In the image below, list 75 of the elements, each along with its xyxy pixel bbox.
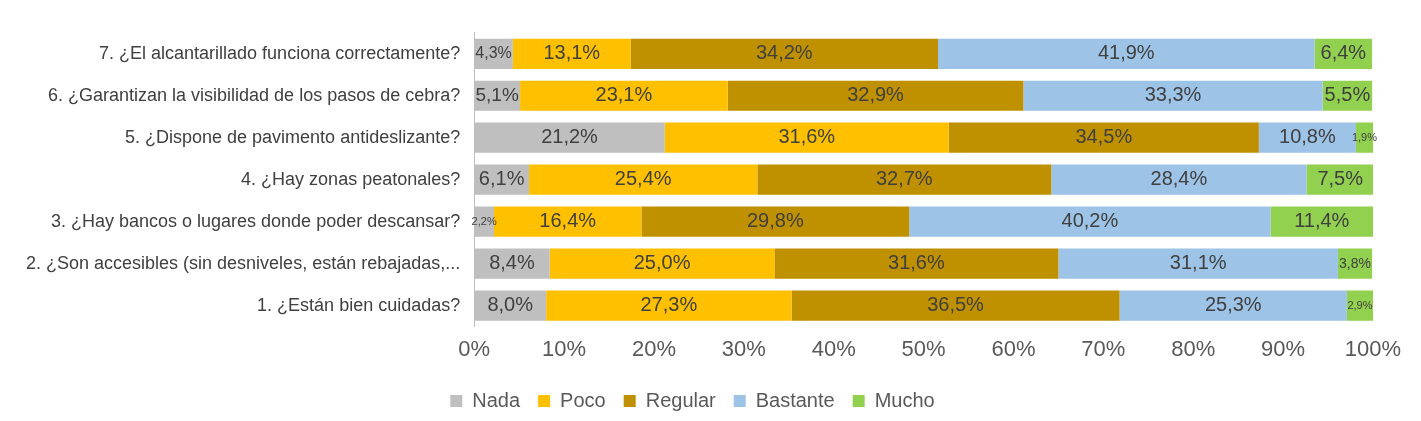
data-label: 23,1% <box>595 83 653 106</box>
bar <box>549 248 775 279</box>
legend-label: Nada <box>472 388 521 411</box>
data-label: 27,3% <box>640 293 698 316</box>
bar <box>520 80 728 111</box>
x-tick-label: 50% <box>901 335 946 361</box>
data-label: 4,3% <box>475 44 512 62</box>
data-label: 25,4% <box>614 167 672 190</box>
data-label: 7,5% <box>1317 167 1364 190</box>
x-tick-label: 70% <box>1081 335 1126 361</box>
data-label: 32,9% <box>847 83 905 106</box>
x-tick-label: 40% <box>811 335 856 361</box>
data-label: 31,6% <box>888 251 945 274</box>
data-label: 34,5% <box>1075 125 1133 148</box>
x-tick-label: 0% <box>458 335 491 361</box>
bar <box>727 80 1024 111</box>
bar <box>1023 80 1323 111</box>
data-label: 13,1% <box>543 41 601 64</box>
x-tick-label: 30% <box>721 335 766 361</box>
data-label: 25,3% <box>1204 293 1262 316</box>
bar <box>1119 290 1347 321</box>
bar <box>948 122 1259 153</box>
x-tick-label: 10% <box>542 335 587 361</box>
y-tick-label: 4. ¿Hay zonas peatonales? <box>241 168 461 189</box>
data-label: 8,0% <box>487 293 534 316</box>
y-tick-label: 1. ¿Están bien cuidadas? <box>257 294 461 315</box>
data-label: 3,8% <box>1339 254 1371 271</box>
data-label: 16,4% <box>539 209 597 232</box>
bar <box>664 122 949 153</box>
y-tick-label: 3. ¿Hay bancos o lugares donde poder descansar? <box>50 210 461 231</box>
bar <box>1058 248 1338 279</box>
legend-label: Regular <box>645 388 717 411</box>
legend-label: Mucho <box>874 388 935 411</box>
bar <box>757 164 1052 195</box>
data-label: 32,7% <box>875 167 933 190</box>
data-label: 6,4% <box>1320 41 1367 64</box>
data-label: 33,3% <box>1144 83 1202 106</box>
bar <box>791 290 1120 321</box>
data-label: 8,4% <box>489 251 535 274</box>
bar <box>938 38 1315 69</box>
bar <box>546 290 792 321</box>
bar <box>774 248 1059 279</box>
data-label: 6,1% <box>478 167 525 190</box>
bar <box>630 38 938 69</box>
data-label: 34,2% <box>755 41 813 64</box>
data-label: 10,8% <box>1279 125 1336 148</box>
x-tick-label: 90% <box>1261 335 1306 361</box>
bar <box>529 164 758 195</box>
legend-label: Poco <box>560 388 606 411</box>
data-label: 36,5% <box>927 293 985 316</box>
data-label: 21,2% <box>541 125 599 148</box>
x-tick-label: 80% <box>1171 335 1216 361</box>
x-tick-label: 60% <box>991 335 1036 361</box>
y-tick-label: 2. ¿Son accesibles (sin desniveles, están rebajadas,... <box>26 252 461 273</box>
data-label: 25,0% <box>633 251 691 274</box>
x-tick-label: 20% <box>631 335 677 361</box>
data-label: 2,9% <box>1347 298 1373 311</box>
legend-label: Bastante <box>755 388 835 411</box>
data-label: 31,1% <box>1169 251 1227 274</box>
data-label: 11,4% <box>1294 209 1350 232</box>
data-label: 31,6% <box>778 125 836 148</box>
y-tick-label: 5. ¿Dispone de pavimento antideslizante? <box>125 126 461 147</box>
data-label: 41,9% <box>1097 41 1155 64</box>
data-label: 40,2% <box>1061 209 1119 232</box>
bar <box>909 206 1271 237</box>
data-label: 5,1% <box>475 83 519 105</box>
y-tick-label: 7. ¿El alcantarillado funciona correctamente? <box>99 42 461 63</box>
data-label: 28,4% <box>1150 167 1208 190</box>
data-label: 29,8% <box>746 209 804 232</box>
data-label: 5,5% <box>1324 83 1371 106</box>
y-tick-label: 6. ¿Garantizan la visibilidad de los pasos de cebra? <box>48 84 461 105</box>
x-tick-label: 100% <box>1344 335 1402 361</box>
bar <box>474 122 665 153</box>
bar <box>641 206 910 237</box>
bar <box>1051 164 1307 195</box>
